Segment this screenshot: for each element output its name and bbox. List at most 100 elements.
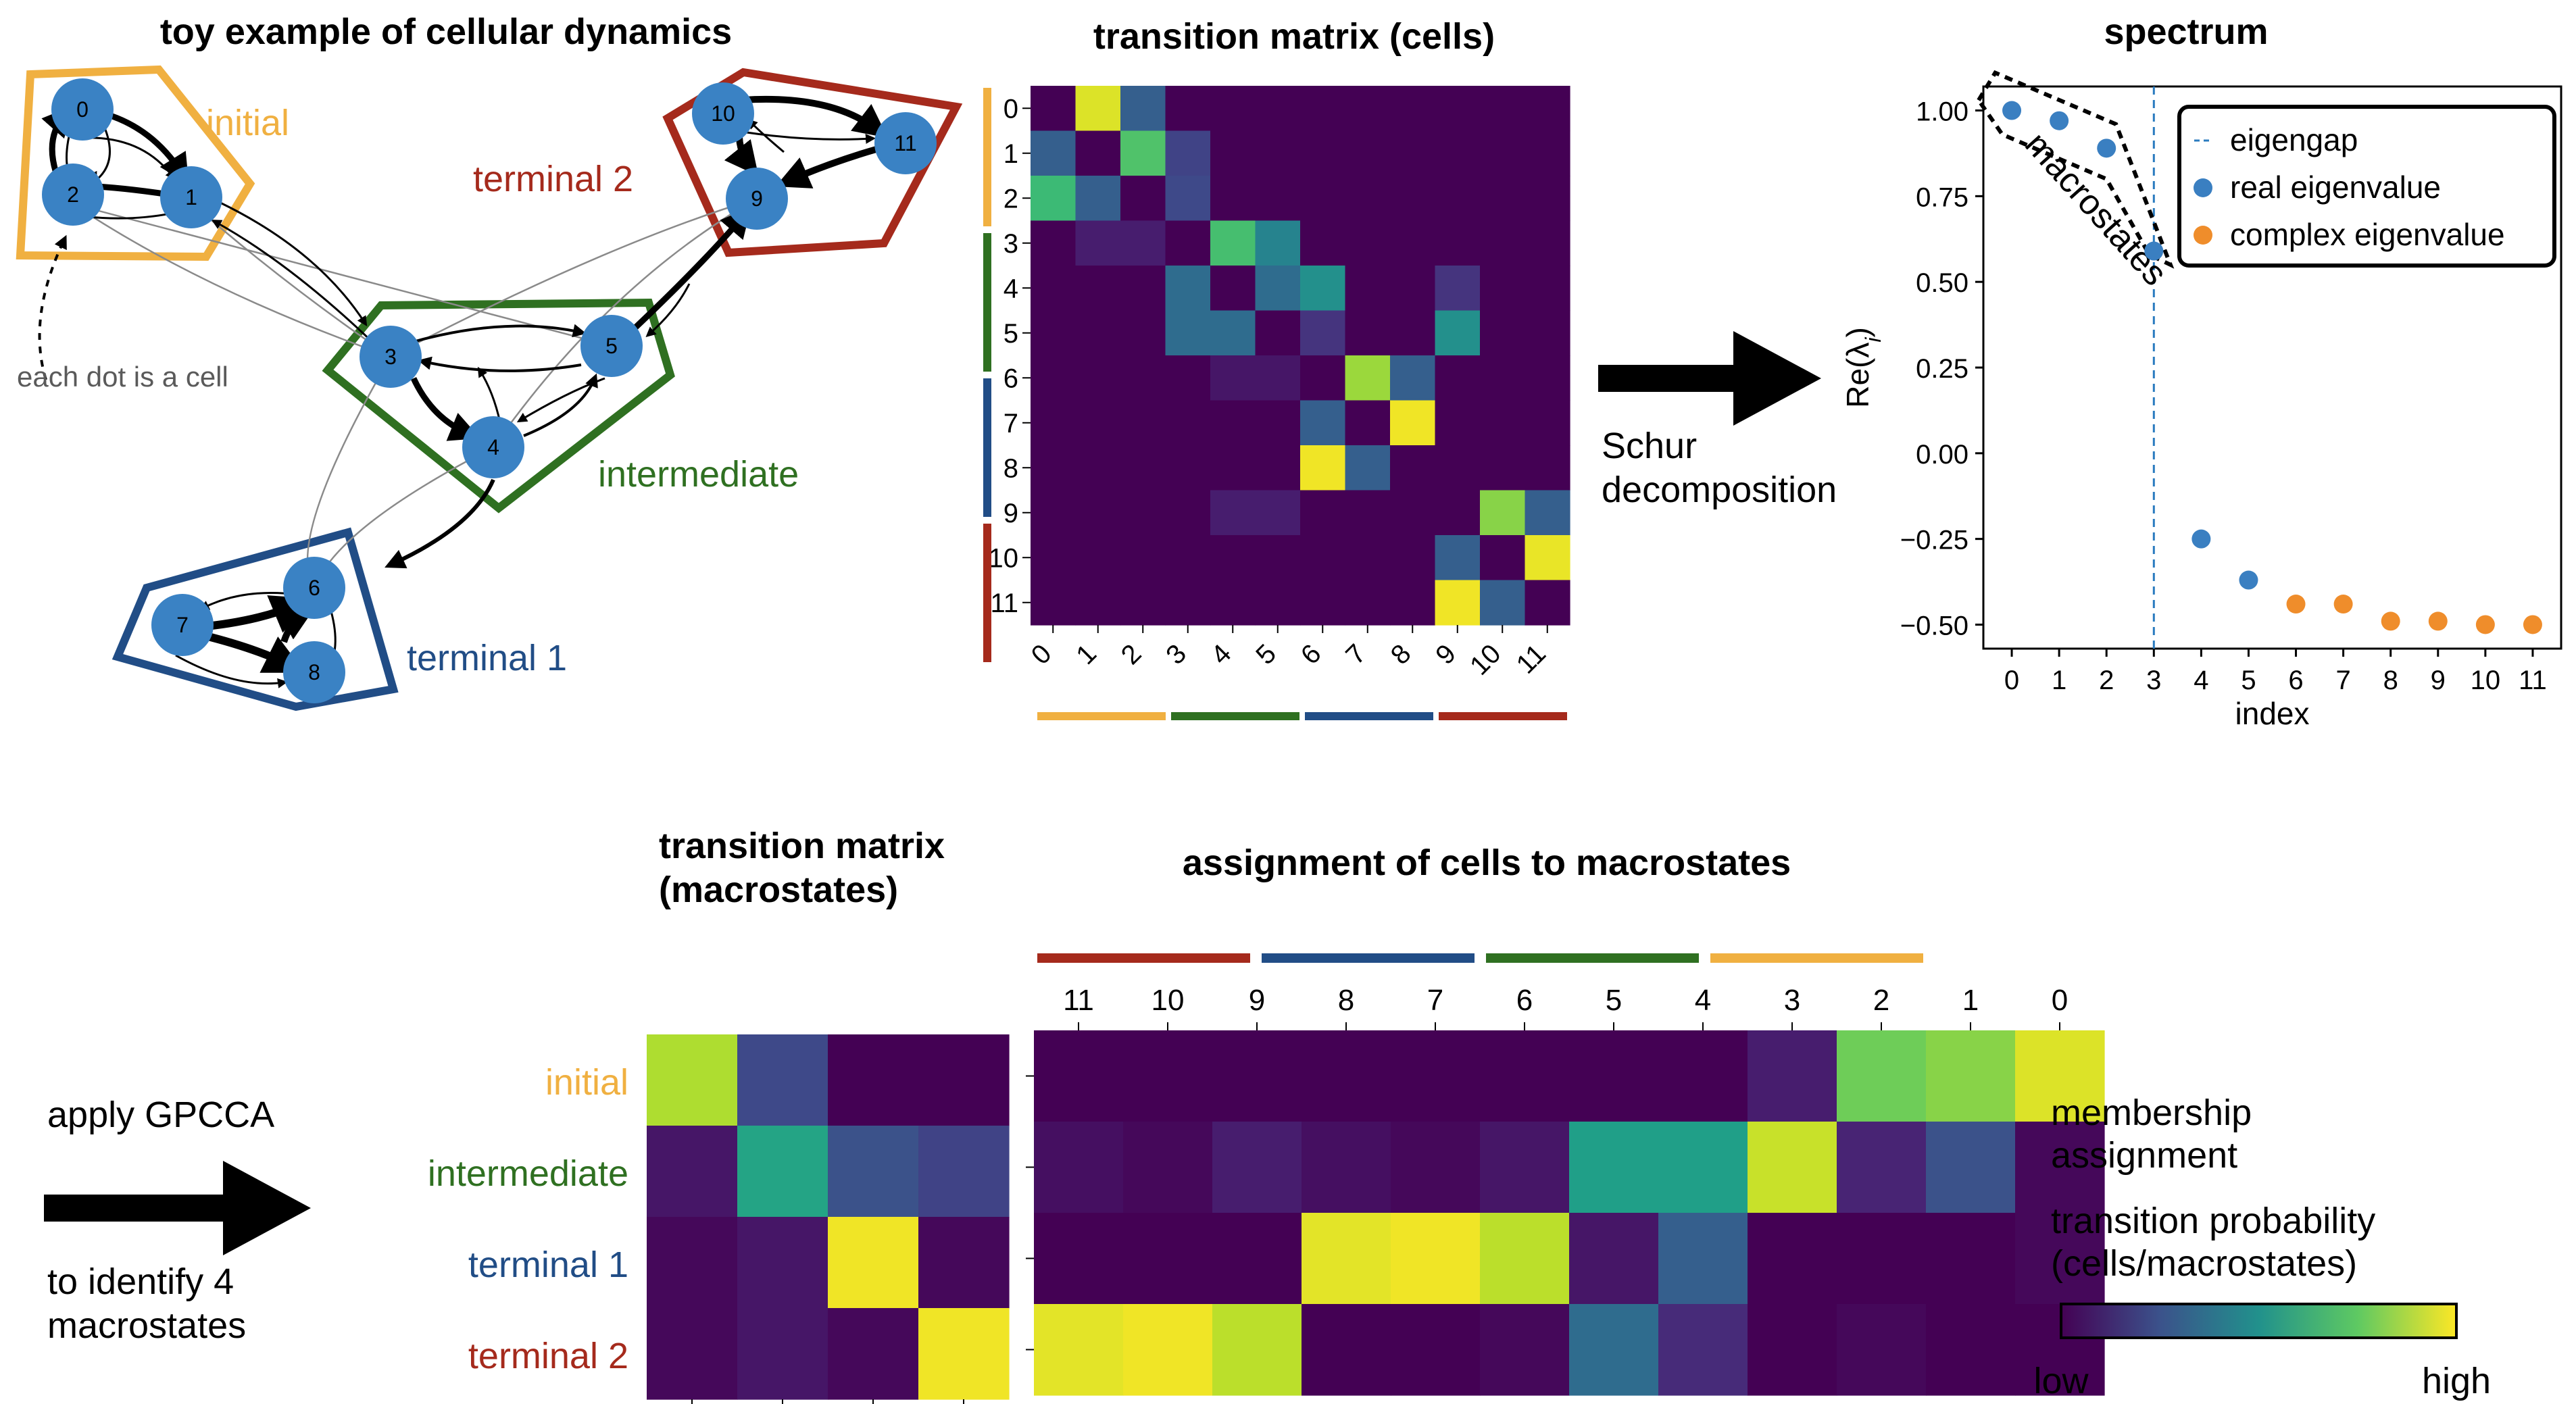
cell-matrix-cell [1255, 490, 1301, 536]
assignment-col-label: 3 [1784, 984, 1800, 1017]
real-eigenvalue-point [2144, 241, 2164, 261]
cell-matrix-row-label: 2 [1004, 184, 1018, 214]
cell-matrix-cell [1525, 310, 1570, 356]
cell-matrix-col-label: 9 [1430, 638, 1462, 670]
label-intermediate: intermediate [598, 454, 799, 495]
colorbar-line2: assignment [2051, 1135, 2237, 1176]
cell-node-8 [283, 641, 345, 703]
cell-matrix-cell [1075, 355, 1121, 401]
assignment-cell [1212, 1122, 1302, 1213]
spectrum-xlabel: index [2235, 696, 2310, 731]
assignment-cell [1926, 1213, 2016, 1305]
spectrum-xtick-label: 4 [2194, 666, 2208, 695]
cell-matrix-row-label: 10 [989, 543, 1019, 573]
cell-matrix-cell [1031, 580, 1076, 626]
cell-matrix-row-label: 4 [1004, 274, 1018, 303]
cell-matrix-cell [1075, 176, 1121, 222]
cell-matrix-cell [1480, 490, 1526, 536]
cell-matrix-cell [1480, 355, 1526, 401]
cell-matrix-cell [1120, 130, 1166, 176]
cell-matrix-cell [1120, 220, 1166, 266]
assignment-cell [1212, 1213, 1302, 1305]
cell-matrix-cell [1525, 355, 1570, 401]
cell-matrix-cell [1435, 580, 1481, 626]
cell-node-label: 3 [385, 345, 397, 369]
spectrum-xtick-label: 5 [2241, 666, 2256, 695]
cell-matrix-col-label: 6 [1295, 638, 1327, 670]
assignment-col-ticks: 11 10 9 8 7 6 5 4 3 2 1 0 [1063, 984, 2068, 1030]
cell-matrix-cell [1210, 445, 1256, 491]
row-label-intermediate: intermediate [428, 1153, 628, 1194]
spectrum-ytick-label: −0.50 [1900, 611, 1968, 641]
cell-matrix-cell [1031, 355, 1076, 401]
gpcca-arrow [44, 1161, 311, 1255]
spectrum-xtick-label: 11 [2519, 666, 2547, 695]
spectrum-xtick-label: 9 [2431, 666, 2446, 695]
cell-matrix-cell [1525, 490, 1570, 536]
cell-matrix-cell [1255, 86, 1301, 132]
cell-matrix-cell [1300, 176, 1346, 222]
assignment-cell [1926, 1122, 2016, 1213]
cell-node-10 [692, 82, 754, 145]
cell-matrix-cell [1120, 266, 1166, 311]
cell-matrix-cell [1210, 130, 1256, 176]
assignment-cell [1748, 1304, 1837, 1396]
real-eigenvalue-point [2191, 529, 2211, 549]
cell-matrix-cell [1075, 86, 1121, 132]
cell-matrix-cell [1390, 400, 1436, 446]
cell-matrix-cell [1480, 130, 1526, 176]
spectrum-plot: 1.00 0.75 0.50 0.25 0.00 −0.25 −0.50 0 1 2 3 4 5 6 7 8 9… [1840, 70, 2562, 731]
cell-matrix-cell [1480, 535, 1526, 581]
cell-matrix-cell [1255, 130, 1301, 176]
macro-matrix-cell [918, 1034, 1010, 1126]
macro-matrix-cell [737, 1034, 828, 1126]
cell-matrix-cell [1075, 445, 1121, 491]
complex-eigenvalue-point [2333, 595, 2353, 614]
macro-matrix-cell [647, 1308, 738, 1400]
cell-matrix-cell [1390, 580, 1436, 626]
assignment-cell [1748, 1122, 1837, 1213]
cell-matrix-cell [1210, 220, 1256, 266]
assignment-col-label: 7 [1427, 984, 1443, 1017]
cell-matrix-cell [1435, 445, 1481, 491]
cell-matrix-cell [1031, 535, 1076, 581]
spectrum-ytick-label: 0.25 [1916, 354, 1968, 384]
assignment-cell [1034, 1030, 1124, 1122]
assignment-cell [1658, 1213, 1748, 1305]
cell-matrix-cell [1435, 535, 1481, 581]
cell-matrix-cell [1075, 310, 1121, 356]
cell-matrix-cell [1390, 266, 1436, 311]
cell-matrix-cell [1075, 130, 1121, 176]
cell-node-label: 11 [894, 131, 916, 155]
cell-matrix-col-label: 3 [1160, 638, 1192, 670]
cell-matrix-cell [1525, 176, 1570, 222]
cell-node-1 [160, 166, 222, 228]
cell-matrix-cell [1435, 266, 1481, 311]
assignment-cell [2015, 1122, 2105, 1213]
cell-matrix-cell [1165, 176, 1211, 222]
assignment-cell [1926, 1030, 2016, 1122]
cell-matrix-col-label: 11 [1511, 638, 1552, 679]
real-eigenvalue-point [2097, 139, 2116, 158]
cell-matrix-cell [1120, 310, 1166, 356]
cell-matrix-cell [1075, 266, 1121, 311]
cell-matrix-cell [1435, 400, 1481, 446]
cell-matrix-cell [1300, 445, 1346, 491]
assignment-cell [1748, 1030, 1837, 1122]
cell-matrix-cell [1031, 490, 1076, 536]
cell-matrix-row-label: 7 [1004, 409, 1018, 438]
cell-matrix-cell [1390, 220, 1436, 266]
cell-matrix-cell [1210, 580, 1256, 626]
cell-matrix-cell [1345, 400, 1391, 446]
cell-matrix-cell [1390, 535, 1436, 581]
complex-eigenvalue-point [2475, 615, 2495, 634]
label-initial: initial [206, 103, 289, 143]
cell-matrix-cell [1165, 130, 1211, 176]
spectrum-ytick-label: 1.00 [1916, 97, 1968, 127]
macro-matrix-cell [828, 1308, 919, 1400]
cell-matrix-cell [1031, 400, 1076, 446]
schur-line1: Schur [1602, 426, 1697, 466]
cell-matrix-cell [1031, 220, 1076, 266]
cell-matrix-cell [1255, 535, 1301, 581]
row-label-terminal1: terminal 1 [468, 1245, 628, 1285]
